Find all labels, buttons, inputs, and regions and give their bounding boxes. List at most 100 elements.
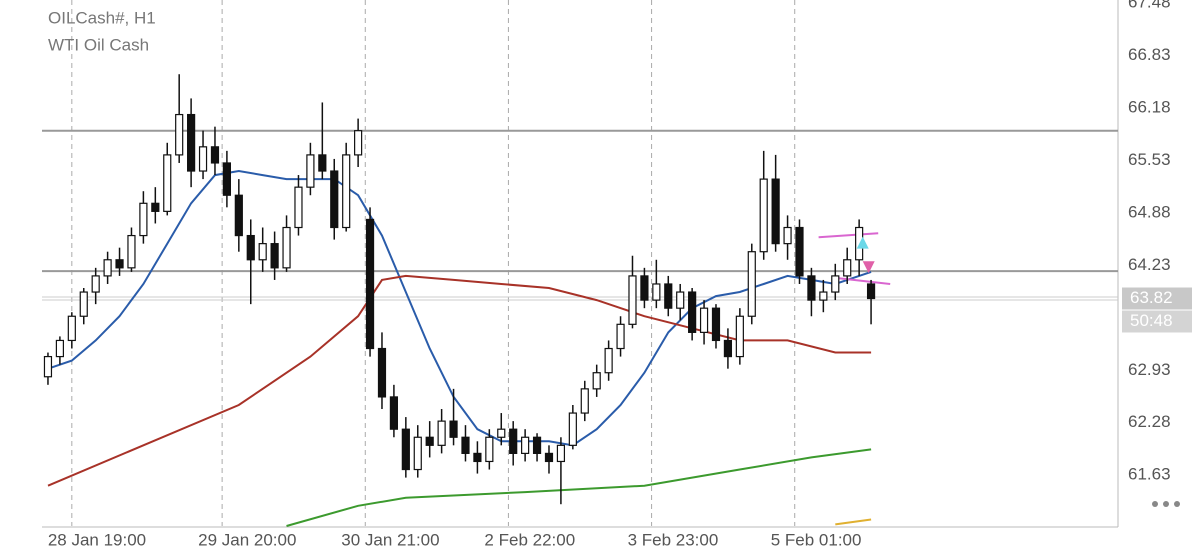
candle-body [377, 347, 387, 398]
candle-body [532, 436, 542, 454]
countdown-label: 50:48 [1130, 311, 1173, 330]
candle-body [711, 307, 721, 342]
candle-body [425, 436, 434, 446]
price-label: 63.82 [1130, 288, 1173, 307]
x-tick-label: 2 Feb 22:00 [484, 530, 575, 549]
candle-body [521, 436, 530, 454]
candle-body [795, 226, 804, 277]
candle-body [330, 170, 339, 229]
candle-body [688, 291, 697, 333]
candle-body [723, 339, 733, 358]
candle-body [592, 372, 601, 390]
candle-body [676, 291, 685, 309]
candle-body [175, 113, 184, 156]
indicator-line [835, 518, 872, 526]
candle-body [389, 396, 399, 430]
x-tick-label: 28 Jan 19:00 [48, 530, 146, 549]
candle-body [783, 226, 792, 245]
candle-body [866, 283, 876, 300]
candle-body [79, 291, 88, 317]
candle-body [67, 315, 76, 342]
candle-body [461, 436, 470, 454]
indicator-line [47, 274, 872, 487]
y-tick-label: 65.53 [1128, 150, 1171, 169]
signal-arrow [862, 261, 875, 274]
menu-dot[interactable] [1152, 501, 1158, 507]
candle-body [628, 275, 637, 325]
candle-body [55, 339, 64, 358]
candle-body [819, 291, 828, 301]
x-tick-label: 5 Feb 01:00 [771, 530, 862, 549]
candle-body [365, 218, 375, 350]
candle-body [759, 178, 768, 253]
candle-body [580, 388, 589, 414]
menu-dot[interactable] [1174, 501, 1180, 507]
candle-body [473, 452, 482, 463]
candle-body [640, 275, 649, 301]
y-tick-label: 61.63 [1128, 465, 1171, 484]
menu-dot[interactable] [1163, 501, 1169, 507]
candle-body [568, 412, 577, 446]
candle-body [437, 420, 446, 446]
y-tick-label: 62.28 [1128, 412, 1171, 431]
candle-body [282, 226, 291, 269]
y-tick-label: 67.48 [1128, 0, 1171, 12]
candle-body [497, 428, 506, 438]
candle-body [139, 202, 148, 237]
candle-body [222, 162, 232, 196]
candle-body [664, 283, 673, 309]
price-box [1122, 287, 1192, 310]
y-tick-label: 64.88 [1128, 202, 1171, 221]
candle-body [103, 259, 112, 277]
chart-title: OILCash#, H1 [48, 8, 156, 27]
candle-body [270, 243, 279, 269]
x-tick-label: 30 Jan 21:00 [341, 530, 439, 549]
candle-body [449, 420, 458, 438]
candle-body [831, 275, 840, 293]
candle-body [485, 436, 494, 463]
y-tick-label: 66.83 [1128, 45, 1171, 64]
candle-body [616, 323, 625, 350]
candle-body [43, 355, 53, 378]
candle-body [652, 283, 661, 301]
candle-body [735, 315, 744, 358]
candle-body [771, 178, 780, 245]
candle-body [509, 428, 518, 454]
candle-body [151, 202, 160, 212]
candle-body [807, 275, 816, 301]
signal-arrow [856, 236, 869, 249]
y-tick-label: 66.18 [1128, 98, 1171, 117]
candle-body [163, 154, 172, 212]
candle-body [544, 452, 554, 463]
chart-subtitle: WTI Oil Cash [48, 35, 149, 54]
candle-body [401, 428, 410, 471]
candle-body [246, 234, 255, 261]
candle-body [91, 275, 100, 293]
candle-body [413, 436, 422, 471]
candle-body [210, 146, 220, 164]
candle-body [843, 259, 852, 277]
indicator-line [286, 448, 872, 527]
candle-body [187, 113, 196, 172]
candle-body [604, 347, 613, 374]
candle-body [354, 130, 363, 156]
candle-body [342, 154, 351, 229]
countdown-box [1122, 310, 1192, 333]
candle-body [699, 307, 709, 333]
indicator-line [47, 169, 872, 447]
y-tick-label: 62.93 [1128, 360, 1171, 379]
candle-body [198, 146, 208, 172]
candle-body [234, 194, 243, 237]
x-tick-label: 29 Jan 20:00 [198, 530, 296, 549]
candle-body [556, 444, 566, 463]
y-tick-label: 64.23 [1128, 255, 1171, 274]
candle-body [115, 259, 124, 269]
candle-body [294, 186, 303, 229]
candle-body [318, 154, 327, 172]
candle-body [747, 251, 756, 317]
candle-body [306, 154, 315, 188]
indicator-line [818, 232, 879, 239]
candle-body [258, 243, 267, 261]
plot [42, 0, 1118, 527]
